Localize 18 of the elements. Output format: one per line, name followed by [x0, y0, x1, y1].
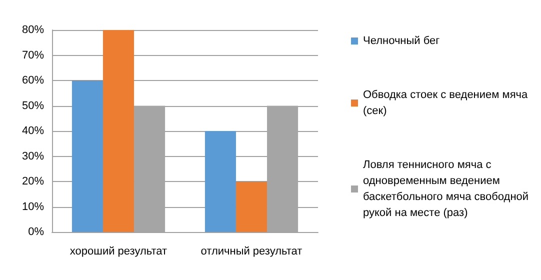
y-tick-label: 10% [22, 200, 44, 213]
bar [72, 80, 103, 232]
y-tick-label: 40% [22, 125, 44, 137]
y-tick-label: 70% [22, 49, 44, 62]
y-tick-label: 0% [28, 226, 44, 238]
bar [236, 182, 268, 232]
bar [204, 131, 236, 232]
x-tick-label: отличный результат [200, 246, 302, 258]
y-tick-label: 50% [22, 100, 44, 112]
y-tick-label: 60% [22, 74, 44, 86]
legend-label: Обводка стоек с ведением мяча (сек) [363, 89, 529, 117]
bar [102, 30, 134, 232]
y-tick-label: 80% [22, 24, 44, 36]
y-tick-label: 30% [22, 150, 44, 162]
legend-label: Ловля теннисного мяча с одновременным ведением баскетбольного мяча свободной рукой на месте (раз) [363, 159, 529, 219]
legend-label: Челночный бег [363, 35, 440, 47]
x-tick-label: хороший результат [70, 246, 168, 258]
y-tick-label: 20% [22, 176, 44, 188]
